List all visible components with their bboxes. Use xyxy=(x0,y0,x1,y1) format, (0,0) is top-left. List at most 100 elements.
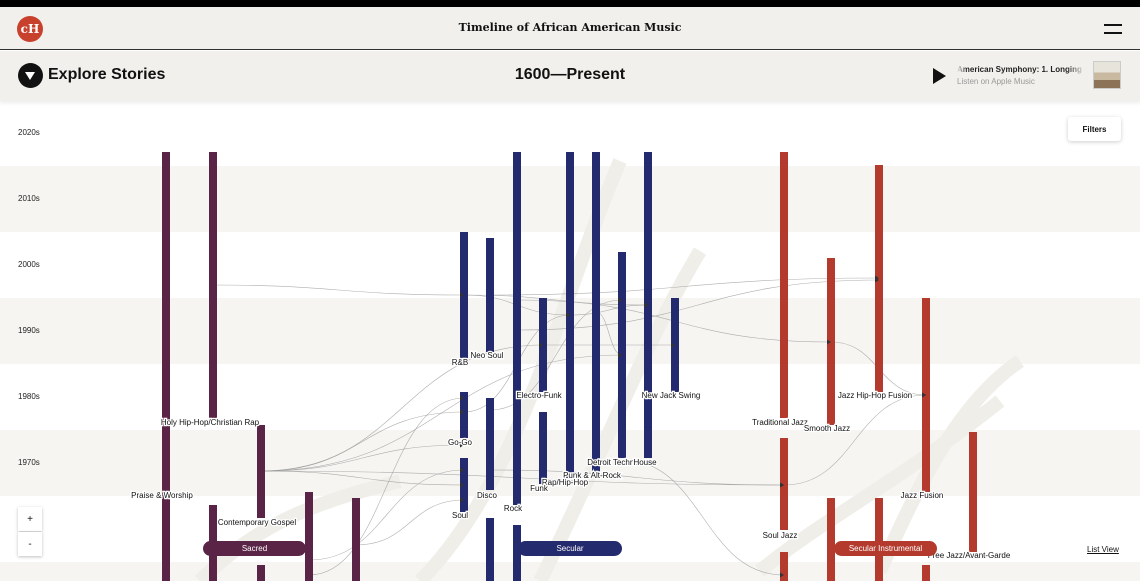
connector-arrow xyxy=(922,392,926,398)
genre-bar[interactable] xyxy=(539,412,547,484)
genre-bar[interactable] xyxy=(780,438,788,530)
influence-connector xyxy=(260,470,465,486)
genre-label: Funk xyxy=(530,484,549,493)
genre-bar[interactable] xyxy=(257,425,265,518)
chevron-down-icon[interactable] xyxy=(18,63,43,88)
influence-connector xyxy=(489,277,880,296)
genre-bar[interactable] xyxy=(592,152,600,472)
influence-connector xyxy=(355,499,465,546)
genre-bar[interactable] xyxy=(305,492,313,581)
sub-header: Explore Stories 1600—Present American Sy… xyxy=(0,51,1140,101)
category-secular-instrumental[interactable]: Secular Instrumental xyxy=(834,541,937,556)
influence-connector xyxy=(783,394,927,486)
influence-connector xyxy=(260,470,785,486)
list-view-link[interactable]: List View xyxy=(1087,545,1119,554)
connector-arrow xyxy=(460,442,464,448)
connector-arrow xyxy=(539,342,543,348)
site-header: cH Timeline of African American Music xyxy=(0,7,1140,50)
decade-label: 2000s xyxy=(18,260,40,269)
genre-label: Rock xyxy=(504,504,523,513)
genre-label: Smooth Jazz xyxy=(804,424,850,433)
genre-bar[interactable] xyxy=(257,565,265,581)
genre-bar[interactable] xyxy=(513,525,521,581)
genre-bar[interactable] xyxy=(352,498,360,581)
genre-label: Traditional Jazz xyxy=(752,418,808,427)
connector-arrow xyxy=(827,339,831,345)
influence-connector xyxy=(308,469,465,561)
influence-connector xyxy=(260,354,623,472)
influence-connector xyxy=(621,459,785,576)
genre-label: Rap/Hip-Hop xyxy=(542,478,589,487)
genre-label: Soul xyxy=(452,511,468,520)
connector-arrow xyxy=(566,312,570,318)
category-secular[interactable]: Secular xyxy=(518,541,622,556)
connector-arrow xyxy=(780,482,784,488)
connector-arrow xyxy=(875,277,879,283)
genre-bar[interactable] xyxy=(827,498,835,581)
genre-bar[interactable] xyxy=(486,398,494,490)
genre-bar[interactable] xyxy=(162,512,170,581)
genre-label: Holy Hip-Hop/Christian Rap xyxy=(161,418,260,427)
now-playing-title: American Symphony: 1. Longing (Moderato) xyxy=(957,65,1085,74)
genre-bar[interactable] xyxy=(875,165,883,392)
genre-label: R&B xyxy=(452,358,468,367)
explore-stories-button[interactable]: Explore Stories xyxy=(48,66,166,83)
genre-label: Punk & Alt-Rock xyxy=(563,471,622,480)
genre-timeline[interactable]: Holy Hip-Hop/Christian Rap Praise & Worsh… xyxy=(0,101,1140,581)
connector-arrow xyxy=(460,497,464,503)
genre-bar[interactable] xyxy=(969,432,977,552)
site-title: Timeline of African American Music xyxy=(458,21,682,34)
genre-bar[interactable] xyxy=(486,238,494,352)
hamburger-icon[interactable] xyxy=(1104,24,1122,34)
genre-bar[interactable] xyxy=(780,552,788,581)
genre-bar[interactable] xyxy=(486,518,494,581)
connector-arrow xyxy=(671,342,675,348)
zoom-in-button[interactable]: + xyxy=(18,507,42,531)
connector-arrow xyxy=(460,292,464,298)
genre-bar[interactable] xyxy=(827,258,835,425)
genre-bar[interactable] xyxy=(780,152,788,418)
connector-arrow xyxy=(460,467,464,473)
influence-connector xyxy=(569,304,649,316)
genre-label: Jazz Fusion xyxy=(901,491,944,500)
genre-bar[interactable] xyxy=(513,152,521,505)
connector-arrow xyxy=(780,572,784,578)
genre-label: Disco xyxy=(477,491,498,500)
connector-arrow xyxy=(460,395,464,401)
connector-arrow xyxy=(644,302,648,308)
genre-bar[interactable] xyxy=(922,565,930,581)
genre-label: Electro-Funk xyxy=(516,391,562,400)
genre-label: Praise & Worship xyxy=(131,491,193,500)
influence-connector xyxy=(516,279,880,331)
genre-label: Detroit Techno xyxy=(587,458,639,467)
logo[interactable]: cH xyxy=(17,16,43,42)
genre-label: Free Jazz/Avant-Garde xyxy=(928,551,1011,560)
influence-connector xyxy=(489,469,785,486)
decade-label: 1990s xyxy=(18,326,40,335)
category-sacred[interactable]: Sacred xyxy=(203,541,306,556)
decade-label: 1970s xyxy=(18,458,40,467)
genre-bar[interactable] xyxy=(875,498,883,581)
decade-label: 1980s xyxy=(18,392,40,401)
genre-label: Jazz Hip-Hop Fusion xyxy=(838,391,912,400)
zoom-out-button[interactable]: - xyxy=(18,532,42,556)
influence-connector xyxy=(260,444,465,472)
genre-label: Go-Go xyxy=(448,438,473,447)
play-icon[interactable] xyxy=(933,68,946,84)
genre-bar[interactable] xyxy=(460,392,468,438)
apple-music-link[interactable]: Listen on Apple Music xyxy=(957,77,1035,86)
connector-arrow xyxy=(618,352,622,358)
genre-bar[interactable] xyxy=(209,152,217,418)
connector-arrow xyxy=(460,409,464,415)
top-bar xyxy=(0,0,1140,7)
decorative-swoosh xyxy=(873,355,1024,574)
genre-bar[interactable] xyxy=(162,152,170,581)
decorative-swoosh xyxy=(195,474,402,581)
connector-arrow xyxy=(460,482,464,488)
decade-label: 2010s xyxy=(18,194,40,203)
filters-button[interactable]: Filters xyxy=(1068,117,1121,141)
genre-label: New Jack Swing xyxy=(642,391,701,400)
date-range: 1600—Present xyxy=(514,66,626,83)
influence-connector xyxy=(308,397,465,576)
genre-label: Contemporary Gospel xyxy=(218,518,296,527)
